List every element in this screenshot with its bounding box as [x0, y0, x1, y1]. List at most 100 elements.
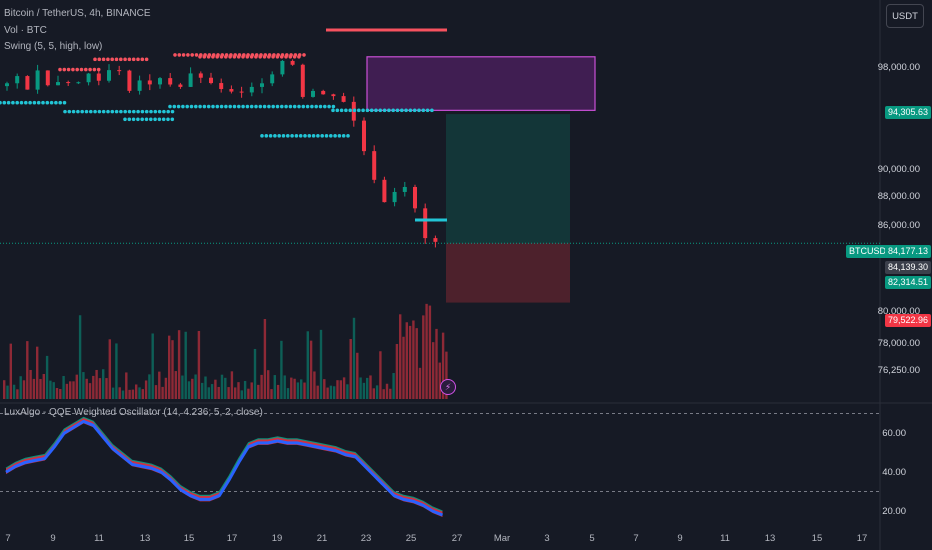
swing-low-dot	[166, 117, 170, 122]
volume-bar	[352, 317, 356, 399]
swing-low-dot	[339, 108, 344, 113]
volume-bar	[257, 384, 260, 399]
volume-bar	[187, 381, 191, 399]
swing-low-dot	[241, 104, 245, 109]
swing-low-dot	[189, 104, 194, 109]
swing-low-dot	[136, 117, 140, 122]
volume-bar	[148, 374, 151, 399]
swing-high-dot	[267, 55, 271, 59]
candle	[321, 90, 326, 95]
price-tag-last: 84,177.13	[885, 245, 932, 258]
time-tick-label: 11	[720, 533, 730, 544]
supply-zone	[366, 56, 596, 111]
swing-low-dot	[245, 104, 250, 109]
volume-bar	[32, 378, 36, 399]
swing-low-dot	[93, 109, 97, 114]
volume-bar	[220, 374, 224, 399]
volume-bar	[108, 339, 111, 399]
swing-high-dot	[215, 55, 219, 59]
volume-bar	[339, 380, 342, 399]
volume-bar	[217, 386, 220, 399]
swing-high-dot	[144, 57, 149, 62]
swing-high-dot	[123, 57, 127, 62]
volume-bar	[85, 378, 88, 399]
swing-low-dot	[262, 104, 267, 109]
volume-legend: Vol · BTC	[4, 25, 47, 36]
price-tag-secondary: 84,139.30	[885, 261, 932, 274]
swing-low-dot	[63, 109, 67, 114]
price-tag-target: 94,305.63	[885, 106, 932, 119]
swing-high-dot	[211, 55, 215, 59]
volume-bar	[138, 387, 141, 399]
swing-high-dot	[93, 57, 97, 62]
volume-bar	[19, 376, 22, 399]
currency-button[interactable]: USDT	[886, 4, 924, 28]
volume-bar	[214, 379, 217, 399]
volume-bar	[62, 376, 65, 399]
swing-low-dot	[365, 108, 370, 113]
time-tick-label: 23	[361, 533, 372, 544]
volume-bar	[197, 330, 201, 399]
symbol-title: Bitcoin / TetherUS, 4h, BINANCE	[4, 8, 151, 19]
swing-low-dot	[387, 108, 391, 113]
candle	[372, 151, 377, 180]
volume-bar	[181, 375, 184, 399]
swing-low-dot	[314, 104, 319, 109]
swing-low-dot	[430, 108, 434, 113]
swing-high-dot	[219, 55, 224, 59]
swing-low-dot	[324, 134, 329, 138]
volume-bar	[349, 339, 352, 399]
time-tick-label: 21	[317, 533, 328, 544]
swing-high-dot	[173, 53, 177, 57]
swing-low-dot	[0, 100, 2, 105]
swing-high-dot	[96, 67, 101, 72]
volume-bar	[329, 385, 333, 399]
swing-low-dot	[400, 108, 404, 113]
volume-bar	[161, 386, 164, 399]
time-tick-label: 17	[227, 533, 238, 544]
swing-low-dot	[149, 109, 153, 114]
swing-low-dot	[318, 104, 323, 109]
osc-tick-label: 20.00	[882, 506, 906, 517]
lightning-icon[interactable]: ⚡	[440, 379, 456, 395]
swing-low-dot	[157, 117, 162, 122]
swing-low-dot	[361, 108, 365, 113]
swing-low-dot	[185, 104, 189, 109]
swing-high-dot	[194, 53, 199, 57]
symbol-price-label: BTCUSDT	[846, 245, 895, 258]
candle	[229, 89, 234, 92]
time-tick-label: 3	[544, 533, 549, 544]
volume-bar	[39, 378, 42, 399]
swing-low-dot	[198, 104, 202, 109]
swing-low-dot	[132, 109, 136, 114]
swing-low-dot	[106, 109, 110, 114]
time-tick-label: 27	[452, 533, 463, 544]
swing-high-dot	[202, 55, 207, 59]
osc-tick-label: 60.00	[882, 428, 906, 439]
swing-low-dot	[41, 100, 45, 105]
candle	[382, 179, 387, 203]
volume-bar	[135, 384, 138, 399]
swing-high-dot	[106, 57, 110, 62]
swing-low-dot	[219, 104, 224, 109]
swing-low-dot	[161, 117, 166, 122]
volume-bar	[306, 331, 309, 399]
swing-low-dot	[346, 134, 350, 138]
price-tag-entry: 82,314.51	[885, 276, 932, 289]
swing-low-dot	[258, 104, 263, 109]
swing-high-dot	[75, 67, 79, 72]
swing-low-dot	[286, 134, 290, 138]
volume-bar	[418, 367, 422, 399]
swing-low-dot	[327, 104, 331, 109]
swing-low-dot	[215, 104, 220, 109]
volume-bar	[36, 346, 39, 399]
swing-low-dot	[194, 104, 198, 109]
candle	[270, 74, 275, 84]
swing-low-dot	[425, 108, 430, 113]
time-tick-label: 15	[184, 533, 195, 544]
volume-bar	[273, 375, 276, 399]
volume-bar	[438, 362, 441, 399]
volume-bar	[174, 371, 177, 399]
swing-low-dot	[249, 104, 254, 109]
